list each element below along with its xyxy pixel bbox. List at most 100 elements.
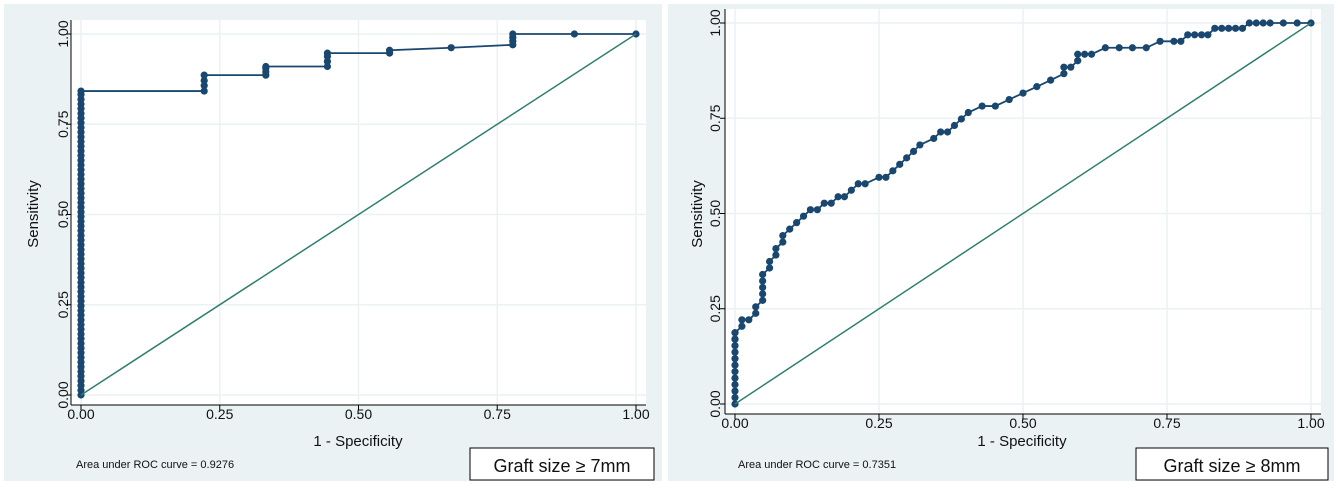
roc-point: [806, 206, 815, 214]
roc-point: [1128, 44, 1137, 52]
x-tick-label: 0.50: [345, 406, 372, 422]
roc-point: [1293, 19, 1301, 27]
roc-point: [731, 380, 739, 389]
x-tick-label: 0.25: [865, 415, 892, 431]
roc-point: [772, 244, 780, 253]
x-tick-label: 0.00: [721, 415, 748, 431]
y-axis-title: Sensitivity: [689, 180, 706, 248]
roc-point: [779, 231, 787, 240]
y-tick-label: 0.25: [55, 291, 71, 318]
graft-size-box: [1135, 447, 1329, 481]
roc-point: [896, 160, 904, 168]
roc-point: [759, 270, 767, 279]
roc-point: [323, 49, 332, 57]
roc-point: [1033, 83, 1041, 91]
roc-point: [200, 76, 208, 85]
roc-point: [820, 199, 828, 207]
roc-point: [759, 296, 767, 304]
roc-point: [1115, 44, 1123, 52]
roc-point: [738, 322, 746, 330]
roc-point: [200, 82, 208, 90]
roc-point: [909, 147, 918, 155]
auc-note: Area under ROC curve = 0.9276: [76, 459, 234, 471]
roc-point: [1170, 37, 1178, 45]
roc-point: [1252, 19, 1260, 27]
roc-point: [861, 180, 869, 188]
roc-point: [1231, 24, 1240, 32]
roc-point: [765, 257, 774, 266]
roc-point: [1074, 57, 1082, 65]
x-tick-label: 0.00: [67, 406, 94, 422]
roc-panel-1: 0.00 0.25 0.50 0.75 1.00 0.00 0.25 0.50 0.75 1.00…: [4, 4, 662, 481]
roc-point: [1204, 31, 1212, 39]
y-tick-label: 1.00: [55, 20, 71, 47]
roc-point: [1074, 50, 1082, 58]
roc-point: [752, 309, 760, 317]
roc-point: [772, 251, 780, 259]
roc-point: [840, 193, 849, 201]
roc-point: [1238, 24, 1247, 32]
graft-size-label: Graft size ≥ 8mm: [1164, 456, 1301, 476]
roc-point: [1197, 31, 1206, 39]
roc-point: [759, 290, 767, 298]
auc-note: Area under ROC curve = 0.7351: [738, 459, 896, 471]
roc-panel-2: 0.00 0.25 0.50 0.75 1.00 0.00 0.25 0.50 0.75 1.00…: [668, 4, 1334, 481]
roc-point: [991, 102, 999, 110]
y-axis-title: Sensitivity: [25, 180, 42, 248]
reference-line: [734, 22, 1312, 405]
roc-point: [731, 368, 739, 376]
roc-point: [385, 46, 394, 54]
roc-point: [323, 57, 332, 66]
roc-point: [1266, 19, 1274, 27]
roc-point: [1047, 76, 1055, 84]
x-axis-title: 1 - Specificity: [313, 433, 403, 450]
roc-point: [964, 108, 972, 117]
roc-point: [731, 342, 739, 350]
roc-point: [1225, 24, 1233, 32]
roc-point: [916, 141, 924, 149]
roc-point: [1019, 89, 1027, 97]
x-tick-label: 0.75: [484, 406, 511, 422]
roc-point: [875, 173, 883, 181]
roc-point: [759, 283, 767, 292]
roc-point: [570, 30, 578, 38]
roc-point: [1101, 44, 1109, 52]
roc-point: [779, 238, 787, 246]
roc-point: [262, 62, 270, 71]
roc-point: [1081, 50, 1089, 58]
y-tick-label: 0.25: [707, 295, 723, 322]
roc-point: [752, 303, 760, 311]
roc-point: [731, 374, 739, 382]
roc-point: [813, 206, 821, 214]
roc-point: [1191, 31, 1199, 39]
roc-point: [1245, 19, 1253, 27]
roc-point: [1005, 95, 1013, 104]
roc-point: [1060, 70, 1068, 78]
roc-point: [847, 186, 855, 194]
roc-point: [889, 167, 897, 175]
roc-point: [738, 316, 746, 324]
roc-point: [745, 316, 753, 324]
roc-point: [731, 361, 739, 369]
y-tick-label: 0.50: [55, 201, 71, 228]
roc-point: [1087, 50, 1096, 58]
roc-point: [200, 87, 208, 95]
x-tick-label: 0.75: [1153, 415, 1180, 431]
roc-point: [1067, 63, 1075, 71]
reference-line: [80, 33, 637, 396]
roc-point: [731, 329, 739, 337]
x-tick-label: 1.00: [1297, 415, 1324, 431]
roc-point: [793, 219, 801, 227]
roc-point: [930, 134, 938, 143]
roc-point: [903, 154, 911, 162]
roc-point: [323, 62, 332, 71]
x-tick-label: 1.00: [622, 406, 649, 422]
x-tick-label: 0.25: [206, 406, 233, 422]
roc-point: [731, 335, 739, 343]
y-tick-label: 0.75: [707, 104, 723, 131]
roc-point: [1177, 37, 1185, 45]
y-tick-label: 0.00: [55, 381, 71, 408]
roc-point: [834, 193, 842, 201]
